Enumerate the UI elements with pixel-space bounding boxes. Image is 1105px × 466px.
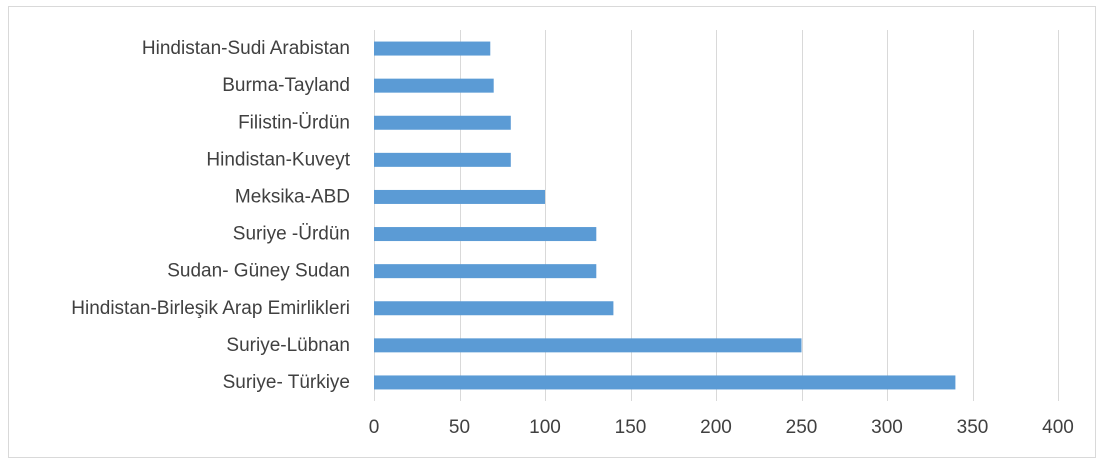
category-label-1: Burma-Tayland xyxy=(222,75,350,96)
bar-3 xyxy=(374,152,511,167)
category-label-3: Hindistan-Kuveyt xyxy=(206,149,350,170)
bar-1 xyxy=(374,78,494,93)
category-label-0: Hindistan-Sudi Arabistan xyxy=(142,38,350,59)
category-label-6: Sudan- Güney Sudan xyxy=(167,261,350,282)
category-label-9: Suriye- Türkiye xyxy=(223,372,350,393)
bar-6 xyxy=(374,264,597,279)
bar-8 xyxy=(374,338,802,353)
x-tick-label-4: 200 xyxy=(700,417,732,438)
x-tick-label-3: 150 xyxy=(615,417,647,438)
x-tick-label-6: 300 xyxy=(871,417,903,438)
bar-9 xyxy=(374,375,956,390)
x-tick-label-8: 400 xyxy=(1042,417,1074,438)
bar-5 xyxy=(374,227,597,242)
bar-2 xyxy=(374,115,511,130)
x-tick-label-5: 250 xyxy=(786,417,818,438)
category-label-7: Hindistan-Birleşik Arap Emirlikleri xyxy=(71,298,350,319)
x-tick-label-1: 50 xyxy=(449,417,470,438)
category-label-2: Filistin-Ürdün xyxy=(238,112,350,133)
category-label-4: Meksika-ABD xyxy=(235,186,350,207)
bar-4 xyxy=(374,189,545,204)
category-label-5: Suriye -Ürdün xyxy=(233,224,350,245)
bar-7 xyxy=(374,301,614,316)
x-tick-label-2: 100 xyxy=(529,417,561,438)
category-label-8: Suriye-Lübnan xyxy=(226,335,350,356)
bar-0 xyxy=(374,41,491,56)
x-tick-label-0: 0 xyxy=(369,417,380,438)
x-tick-label-7: 350 xyxy=(957,417,989,438)
